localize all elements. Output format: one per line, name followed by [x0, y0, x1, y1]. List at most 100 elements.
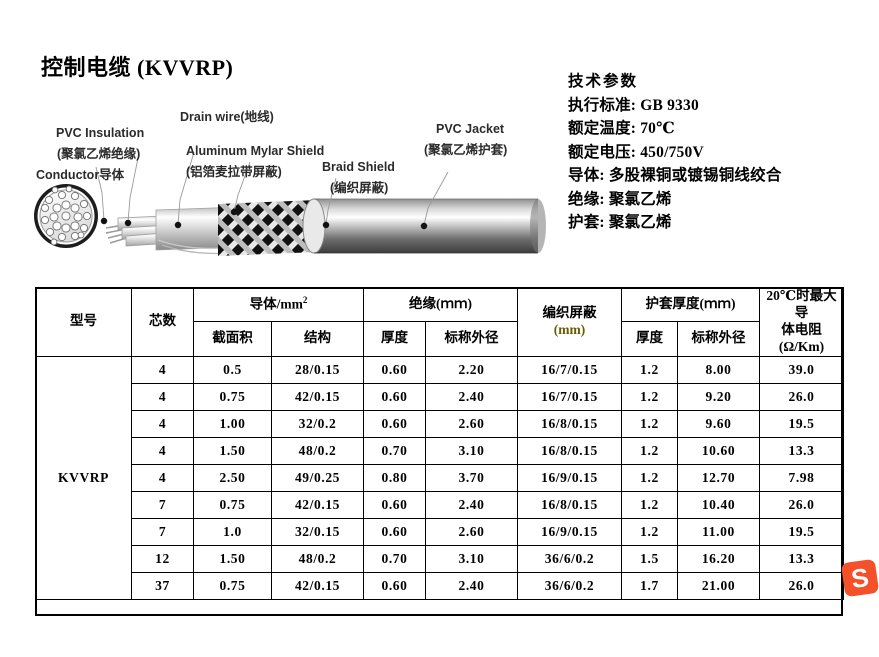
- header-insulation-thickness: 厚度: [363, 321, 426, 357]
- cell-jacket-od: 10.60: [677, 436, 760, 465]
- cable-cross-section: [34, 184, 98, 248]
- table-row: 4 1.00 32/0.2 0.60 2.60 16/8/0.15 1.2 9.60 19.5: [36, 409, 844, 438]
- cell-jacket-thickness: 1.2: [621, 436, 678, 465]
- cell-cores: 12: [131, 544, 194, 573]
- label-pvc-insulation-cn: (聚氯乙烯绝缘): [57, 147, 141, 161]
- sogou-watermark: S: [840, 558, 879, 605]
- cell-jacket-thickness: 1.2: [621, 463, 678, 492]
- cell-insulation-od: 2.60: [425, 409, 518, 438]
- cell-jacket-od: 9.20: [677, 382, 760, 411]
- header-resistance-line2: 体电阻: [781, 321, 822, 337]
- cell-conductor-area: 0.75: [193, 571, 272, 600]
- tech-spec-insulation: 绝缘: 聚氯乙烯: [568, 190, 672, 208]
- label-pvc-jacket-en: PVC Jacket: [436, 122, 505, 136]
- cell-conductor-structure: 48/0.2: [271, 436, 364, 465]
- header-conductor-group-superscript: 2: [302, 295, 308, 306]
- header-jacket-od: 标称外径: [677, 321, 760, 357]
- table-header-row-2: 截面积 结构 厚度 标称外径 厚度 标称外径: [36, 321, 844, 357]
- cell-braid-shield: 16/7/0.15: [517, 382, 622, 411]
- cell-conductor-structure: 42/0.15: [271, 382, 364, 411]
- cell-insulation-thickness: 0.60: [363, 355, 426, 384]
- cell-insulation-od: 2.40: [425, 490, 518, 519]
- cell-insulation-thickness: 0.70: [363, 436, 426, 465]
- cell-braid-shield: 16/7/0.15: [517, 355, 622, 384]
- tech-spec-conductor: 导体: 多股裸铜或镀锡铜线绞合: [568, 167, 782, 185]
- cell-conductor-structure: 28/0.15: [271, 355, 364, 384]
- cell-conductor-area: 1.50: [193, 544, 272, 573]
- cell-cores: 4: [131, 463, 194, 492]
- cell-conductor-structure: 48/0.2: [271, 544, 364, 573]
- table-row: 4 1.50 48/0.2 0.70 3.10 16/8/0.15 1.2 10.60 13.3: [36, 436, 844, 465]
- table-row: 37 0.75 42/0.15 0.60 2.40 36/6/0.2 1.7 21.00 26.…: [36, 571, 844, 600]
- cell-resistance: 19.5: [759, 409, 844, 438]
- cell-jacket-od: 11.00: [677, 517, 760, 546]
- header-insulation-od: 标称外径: [425, 321, 518, 357]
- header-model: 型号: [35, 287, 132, 357]
- cell-resistance: 26.0: [759, 490, 844, 519]
- header-jacket-group: 护套厚度(ｍｍ): [621, 286, 760, 323]
- cable-illustration-svg: [34, 151, 546, 256]
- cell-cores: 37: [131, 571, 194, 600]
- header-conductor-group-label: 导体/mm: [249, 296, 303, 312]
- cell-cores: 7: [131, 490, 194, 519]
- header-conductor-structure: 结构: [271, 321, 364, 357]
- cell-insulation-od: 2.40: [425, 571, 518, 600]
- cell-insulation-thickness: 0.60: [363, 517, 426, 546]
- cell-insulation-od: 3.10: [425, 436, 518, 465]
- cell-conductor-structure: 32/0.15: [271, 517, 364, 546]
- technical-parameters-block: 技术参数 执行标准: GB 9330 额定温度: 70℃ 额定电压: 450/7…: [568, 70, 782, 235]
- header-cores: 芯数: [131, 287, 194, 357]
- label-pvc-insulation-en: PVC Insulation: [56, 126, 145, 140]
- tech-spec-temperature: 额定温度: 70℃: [568, 120, 675, 138]
- table-header-row-1: 型号 芯数 导体/mm2 绝缘(ｍｍ) 编织屏蔽 (mm) 护套厚度(ｍｍ) 2…: [35, 286, 844, 357]
- label-braid-shield-en: Braid Shield: [322, 160, 395, 174]
- header-jacket-thickness: 厚度: [621, 321, 678, 357]
- cell-cores: 4: [131, 436, 194, 465]
- table-row: 4 0.75 42/0.15 0.60 2.40 16/7/0.15 1.2 9.20 26.0: [36, 382, 844, 411]
- cell-insulation-thickness: 0.80: [363, 463, 426, 492]
- tech-specs-heading: 技术参数: [568, 73, 639, 90]
- cell-resistance: 13.3: [759, 544, 844, 573]
- cell-jacket-thickness: 1.2: [621, 382, 678, 411]
- cell-conductor-structure: 49/0.25: [271, 463, 364, 492]
- cell-jacket-od: 8.00: [677, 355, 760, 384]
- cell-conductor-area: 0.75: [193, 382, 272, 411]
- cell-jacket-thickness: 1.7: [621, 571, 678, 600]
- header-resistance-line3: (Ω/Km): [778, 338, 825, 354]
- table-row: 7 1.0 32/0.15 0.60 2.60 16/9/0.15 1.2 11.00 19.5: [36, 517, 844, 546]
- label-drain-wire: Drain wire(地线): [180, 110, 274, 124]
- cell-jacket-od: 10.40: [677, 490, 760, 519]
- cell-jacket-thickness: 1.2: [621, 409, 678, 438]
- cell-insulation-thickness: 0.60: [363, 571, 426, 600]
- cell-cores: 4: [131, 355, 194, 384]
- cell-resistance: 26.0: [759, 382, 844, 411]
- cell-cores: 7: [131, 517, 194, 546]
- table-row: 4 2.50 49/0.25 0.80 3.70 16/9/0.15 1.2 12.70 7.9…: [36, 463, 844, 492]
- cell-braid-shield: 16/8/0.15: [517, 409, 622, 438]
- cell-conductor-area: 1.50: [193, 436, 272, 465]
- cell-resistance: 19.5: [759, 517, 844, 546]
- cell-resistance: 7.98: [759, 463, 844, 492]
- cell-jacket-thickness: 1.5: [621, 544, 678, 573]
- header-braid-shield: 编织屏蔽 (mm): [517, 287, 622, 357]
- cable-specification-table: 型号 芯数 导体/mm2 绝缘(ｍｍ) 编织屏蔽 (mm) 护套厚度(ｍｍ) 2…: [35, 286, 844, 600]
- watermark-s-icon: S: [840, 558, 879, 598]
- cell-resistance: 13.3: [759, 436, 844, 465]
- label-braid-shield-cn: (编织屏蔽): [330, 181, 389, 195]
- header-braid-shield-label: 编织屏蔽: [542, 304, 597, 320]
- cell-conductor-area: 0.75: [193, 490, 272, 519]
- cell-conductor-area: 1.00: [193, 409, 272, 438]
- cell-braid-shield: 16/8/0.15: [517, 490, 622, 519]
- cell-conductor-area: 0.5: [193, 355, 272, 384]
- cell-insulation-od: 2.20: [425, 355, 518, 384]
- cell-resistance: 39.0: [759, 355, 844, 384]
- cell-insulation-od: 3.70: [425, 463, 518, 492]
- leader-dots: [100, 208, 428, 230]
- cell-braid-shield: 36/6/0.2: [517, 544, 622, 573]
- cell-jacket-od: 9.60: [677, 409, 760, 438]
- cell-jacket-thickness: 1.2: [621, 517, 678, 546]
- page-title: 控制电缆 (KVVRP): [41, 55, 234, 80]
- cell-insulation-od: 3.10: [425, 544, 518, 573]
- label-pvc-jacket-cn: (聚氯乙烯护套): [424, 143, 508, 157]
- header-resistance-line1: 20℃时最大导: [766, 288, 837, 320]
